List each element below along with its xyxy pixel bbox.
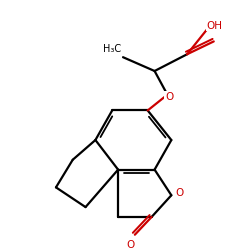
Text: O: O — [165, 92, 173, 102]
Text: H₃C: H₃C — [103, 44, 121, 54]
Text: O: O — [175, 188, 183, 198]
Text: O: O — [127, 240, 135, 250]
Text: OH: OH — [207, 21, 223, 31]
